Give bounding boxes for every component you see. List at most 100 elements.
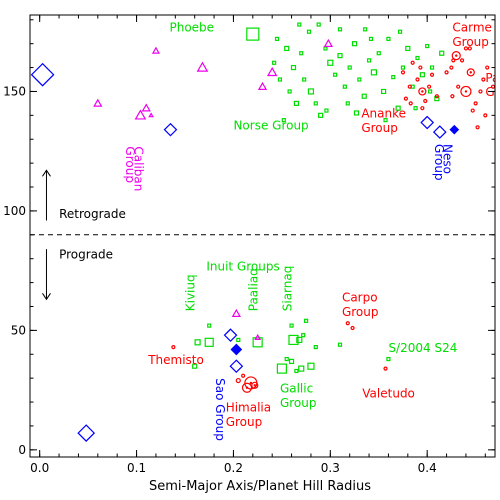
- data-point: [134, 109, 147, 120]
- data-point: [345, 101, 350, 106]
- data-point: [318, 112, 324, 118]
- data-point: [337, 342, 343, 347]
- data-point: [196, 61, 209, 72]
- annotation-label: Group: [280, 396, 317, 410]
- annotation-label: S/2004 S24: [388, 341, 457, 355]
- data-point: [204, 337, 214, 347]
- data-point: [429, 65, 435, 70]
- annotation-label: G: [485, 85, 494, 99]
- data-point: [368, 36, 374, 41]
- x-tick-label: 0.3: [321, 461, 340, 475]
- plot-border: [29, 14, 496, 458]
- data-point: [163, 122, 178, 137]
- data-point: [395, 105, 401, 111]
- data-point: [223, 328, 238, 342]
- annotation-label: Valetudo: [362, 386, 415, 400]
- x-tick-label: 0.0: [30, 461, 49, 475]
- data-point: [257, 81, 268, 90]
- annotation-label: Paaliaq: [247, 268, 261, 311]
- data-point: [274, 36, 280, 41]
- annotation-label: Group: [361, 121, 398, 135]
- data-point: [357, 77, 362, 82]
- annotation-label: Neso: [441, 144, 455, 174]
- annotation-label: Inuit Groups: [206, 260, 279, 274]
- annotation-label: Himalia: [226, 401, 271, 415]
- data-point-center: [469, 71, 472, 74]
- data-point: [466, 68, 475, 77]
- retrograde-arrowhead: [42, 169, 51, 177]
- data-point: [427, 84, 432, 89]
- data-point: [483, 113, 488, 118]
- data-point: [353, 110, 360, 116]
- annotation-label: Caliban: [132, 146, 146, 191]
- data-point: [299, 51, 304, 56]
- annotation-label: Ananke: [361, 107, 406, 121]
- data-point: [420, 106, 425, 111]
- data-point: [229, 359, 244, 374]
- y-tick-label: 50: [11, 323, 26, 337]
- data-point: [337, 27, 343, 32]
- data-point: [439, 50, 445, 56]
- data-point: [302, 77, 307, 82]
- annotation-label: Siarnaq: [281, 266, 295, 312]
- data-point: [456, 84, 461, 89]
- data-point: [410, 60, 415, 65]
- data-point: [351, 41, 358, 47]
- data-point: [151, 46, 160, 54]
- annotation-label: Norse Group: [233, 119, 308, 133]
- data-point: [235, 377, 241, 384]
- data-point: [230, 343, 243, 356]
- x-tick-label: 0.1: [127, 461, 146, 475]
- x-axis-label: Semi-Major Axis/Planet Hill Radius: [149, 479, 371, 494]
- data-point: [77, 424, 96, 442]
- data-point: [470, 108, 475, 113]
- data-point: [141, 103, 151, 112]
- data-point: [288, 358, 295, 365]
- y-tick-label: 150: [3, 84, 26, 98]
- data-point-center: [253, 384, 256, 387]
- prograde-arrowhead: [42, 293, 51, 301]
- data-point: [301, 333, 306, 338]
- data-point: [192, 363, 198, 369]
- data-point: [407, 84, 412, 89]
- annotation-label: Pa: [485, 71, 499, 85]
- annotation-label: Group: [123, 146, 137, 183]
- data-point: [281, 118, 286, 123]
- annotation-label: Sao Group: [213, 378, 227, 441]
- data-point: [467, 46, 472, 51]
- data-point: [450, 94, 455, 99]
- plot-area: Phoebe Norse Group Inuit Groups Kiviuq Paali…: [30, 21, 499, 442]
- data-point: [405, 45, 411, 52]
- data-point: [276, 363, 287, 374]
- annotation-label: Phoebe: [169, 21, 214, 35]
- data-point: [313, 101, 318, 106]
- x-tick-label: 0.4: [418, 461, 437, 475]
- data-point: [241, 373, 246, 378]
- data-point: [251, 381, 259, 389]
- annotation-label: Carme: [452, 21, 492, 35]
- data-point: [266, 66, 278, 77]
- data-point: [383, 366, 388, 371]
- data-point: [194, 339, 201, 346]
- data-point: [403, 96, 408, 101]
- data-point: [347, 65, 352, 70]
- data-point: [316, 22, 321, 27]
- data-point: [481, 77, 486, 82]
- data-point: [425, 43, 430, 49]
- data-point: [327, 59, 334, 66]
- data-point: [254, 333, 262, 340]
- data-point: [415, 77, 420, 82]
- data-point: [323, 38, 334, 47]
- data-point: [241, 382, 253, 393]
- data-point: [413, 106, 418, 111]
- data-point: [475, 125, 480, 130]
- data-point: [93, 98, 103, 107]
- data-point: [284, 45, 290, 52]
- annotation-label: Group: [452, 35, 489, 49]
- data-point: [307, 362, 315, 370]
- data-point: [272, 60, 277, 65]
- data-point: [288, 334, 299, 346]
- axes-frame: 0.0 0.1 0.2 0.3 0.4 0 50 100 150: [3, 14, 496, 475]
- data-point-center: [464, 90, 468, 93]
- annotation-label: Gallic: [280, 381, 313, 395]
